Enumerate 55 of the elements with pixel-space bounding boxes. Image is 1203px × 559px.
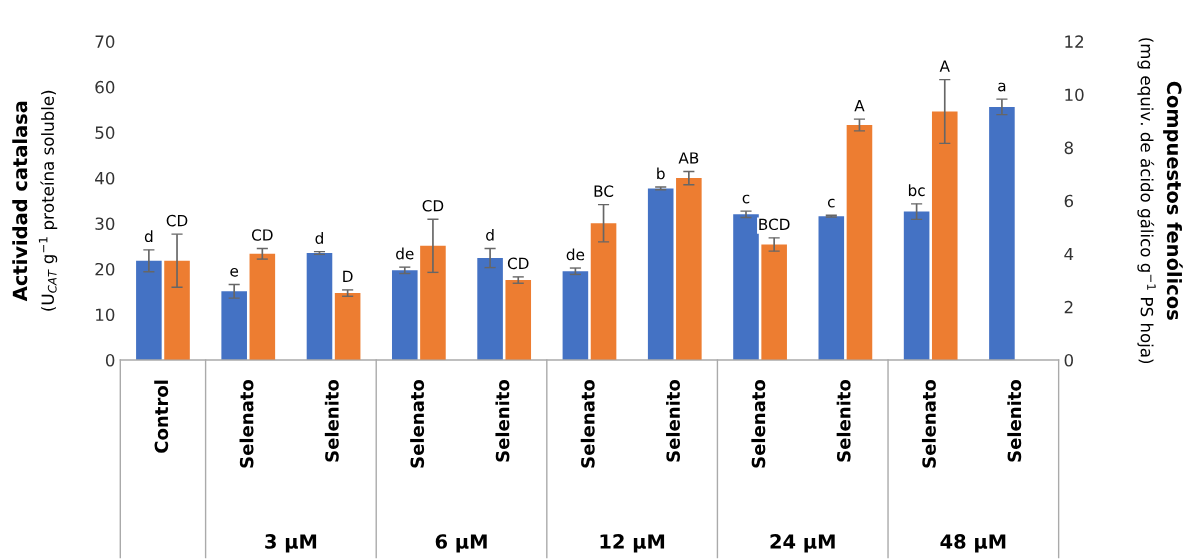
data-label: D xyxy=(343,270,353,282)
data-label: d xyxy=(144,230,153,243)
data-label: e xyxy=(230,267,239,277)
y-axis-title: Actividad catalasa (U$_{CAT}$ g$^{−1}$ proteína soluble) xyxy=(12,90,58,311)
data-label: BCD xyxy=(759,218,790,231)
y2-tick-label: 0 xyxy=(1064,353,1073,367)
data-label: de xyxy=(566,248,585,261)
data-label: CD xyxy=(166,214,188,227)
data-label: a xyxy=(998,82,1006,92)
y-tick-label: 70 xyxy=(95,35,115,48)
text: 6 μM xyxy=(435,534,487,553)
x-tick-label: Selenato xyxy=(921,379,936,468)
data-label: CD xyxy=(507,257,529,270)
x-tick-label: Selenato xyxy=(239,379,254,468)
data-label: c xyxy=(827,198,835,208)
data-label: A xyxy=(939,60,950,72)
x-tick-label: Selenato xyxy=(751,379,766,468)
data-label: de xyxy=(396,247,414,260)
y-tick-label: 20 xyxy=(95,262,115,276)
data-label: c xyxy=(742,194,750,204)
y-tick-label: 30 xyxy=(95,217,115,231)
text: 48 μM xyxy=(940,534,1006,553)
y2-tick-label: 12 xyxy=(1065,35,1084,48)
text: 12 μM xyxy=(600,534,665,553)
x-tick-label: Selenato xyxy=(410,379,425,468)
x-tick-label: Control xyxy=(154,380,169,453)
y2-tick-label: 4 xyxy=(1064,247,1074,261)
data-label: CD xyxy=(251,229,273,241)
data-label: AB xyxy=(678,152,699,164)
data-label: d xyxy=(486,228,494,241)
text: 24 μM xyxy=(770,534,835,553)
x-tick-label: Selenito xyxy=(666,379,681,462)
x-tick-label: Selenito xyxy=(1007,379,1022,462)
data-label: BC xyxy=(594,185,614,197)
x-tick-label: Selenito xyxy=(324,379,339,462)
x-tick-label: Selenito xyxy=(495,379,510,462)
y-tick-label: 10 xyxy=(96,308,115,322)
data-label: A xyxy=(854,100,865,112)
data-label: d xyxy=(315,232,323,244)
y-tick-label: 60 xyxy=(95,80,115,94)
x-tick-label: Selenito xyxy=(836,379,851,462)
bar xyxy=(989,106,1015,360)
y2-tick-label: 10 xyxy=(1065,88,1084,102)
y-tick-label: 0 xyxy=(105,353,115,367)
y2-axis-title: Compuestos fenólicos (mg equiv. de ácido gálico g$^{−1}$ PS hoja) xyxy=(1137,38,1183,364)
data-label: CD xyxy=(422,199,444,212)
y-tick-label: 50 xyxy=(95,126,115,139)
data-label: bc xyxy=(908,184,925,197)
data-label: b xyxy=(657,167,665,180)
y-tick-label: 40 xyxy=(95,171,115,185)
text: 3 μM xyxy=(265,534,317,553)
y2-tick-label: 8 xyxy=(1064,141,1073,155)
y2-tick-label: 6 xyxy=(1064,194,1074,208)
x-tick-label: Selenato xyxy=(580,379,595,468)
y2-tick-label: 2 xyxy=(1064,300,1073,314)
